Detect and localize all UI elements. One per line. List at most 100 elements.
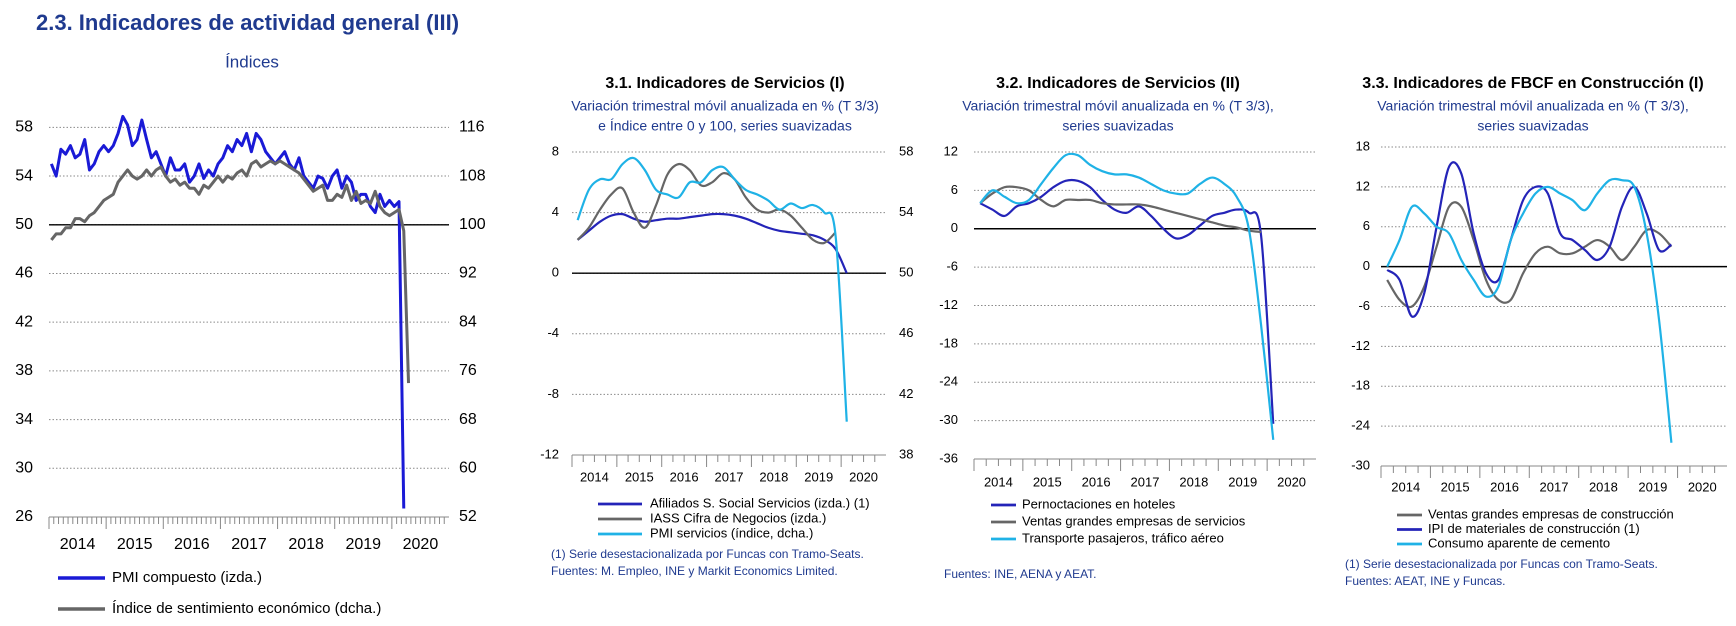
y-tick-label: 0 (951, 220, 958, 235)
y-tick-label: 12 (944, 143, 958, 158)
y2-tick-label: 50 (899, 265, 913, 280)
note: Fuentes: INE, AENA y AEAT. (944, 567, 1097, 581)
y2-tick-label: 84 (459, 313, 477, 330)
page-title: 2.3. Indicadores de actividad general (I… (36, 10, 459, 35)
y2-tick-label: 76 (459, 362, 477, 379)
x-tick-label: 2017 (231, 536, 267, 553)
legend-label: Índice de sentimiento económico (dcha.) (112, 600, 381, 617)
note: (1) Serie desestacionalizada por Funcas … (1345, 557, 1658, 571)
y-tick-label: 12 (1356, 178, 1370, 193)
chart-title: 3.1. Indicadores de Servicios (I) (605, 75, 844, 92)
y-tick-label: -18 (1351, 378, 1370, 393)
y2-tick-label: 100 (459, 216, 486, 233)
y-tick-label: 26 (15, 508, 33, 525)
x-tick-label: 2018 (288, 536, 324, 553)
x-tick-label: 2019 (345, 536, 381, 553)
y-tick-label: 30 (15, 460, 33, 477)
y-tick-label: 34 (15, 411, 33, 428)
y-tick-label: -30 (1351, 457, 1370, 472)
x-tick-label: 2019 (1638, 479, 1667, 494)
y2-tick-label: 54 (899, 204, 913, 219)
x-tick-label: 2014 (60, 536, 96, 553)
x-tick-label: 2017 (715, 469, 744, 484)
chart-subtitle: Variación trimestral móvil anualizada en… (1377, 98, 1689, 114)
series-line (1386, 177, 1673, 443)
legend-label: PMI compuesto (izda.) (112, 569, 262, 586)
x-tick-label: 2015 (1441, 479, 1470, 494)
x-tick-label: 2017 (1540, 479, 1569, 494)
y-tick-label: 0 (1363, 258, 1370, 273)
chart-subtitle: Variación trimestral móvil anualizada en… (962, 98, 1274, 114)
x-tick-label: 2015 (117, 536, 153, 553)
y-tick-label: 8 (552, 143, 559, 158)
chart-title: 3.2. Indicadores de Servicios (II) (996, 75, 1240, 92)
y-tick-label: -36 (939, 450, 958, 465)
y-tick-label: 18 (1356, 138, 1370, 153)
chart-subtitle: Índices (225, 52, 279, 71)
y2-tick-label: 42 (899, 386, 913, 401)
y2-tick-label: 60 (459, 460, 477, 477)
series-line (979, 178, 1275, 424)
series-line (49, 114, 406, 509)
x-tick-label: 2020 (1688, 479, 1717, 494)
y2-tick-label: 92 (459, 265, 477, 282)
y2-tick-label: 46 (899, 325, 913, 340)
chart-subtitle: series suavizadas (1477, 118, 1588, 134)
x-tick-label: 2018 (1589, 479, 1618, 494)
y2-tick-label: 108 (459, 167, 486, 184)
y2-tick-label: 38 (899, 446, 913, 461)
y-tick-label: 6 (951, 182, 958, 197)
y2-tick-label: 52 (459, 508, 477, 525)
x-tick-label: 2017 (1131, 474, 1160, 489)
x-tick-label: 2019 (1228, 474, 1257, 489)
chart-subtitle: Variación trimestral móvil anualizada en… (571, 98, 879, 114)
y2-tick-label: 58 (899, 143, 913, 158)
legend-label: Pernoctaciones en hoteles (1022, 496, 1176, 511)
y-tick-label: 38 (15, 362, 33, 379)
y-tick-label: -30 (939, 412, 958, 427)
series-line (979, 152, 1275, 440)
series-line (50, 159, 411, 384)
x-tick-label: 2016 (174, 536, 210, 553)
y-tick-label: 54 (15, 167, 33, 184)
y2-tick-label: 116 (459, 119, 485, 136)
legend-label: PMI servicios (índice, dcha.) (650, 525, 813, 540)
legend-label: Ventas grandes empresas de servicios (1022, 513, 1246, 528)
x-tick-label: 2020 (1277, 474, 1306, 489)
y-tick-label: -24 (1351, 418, 1370, 433)
y-tick-label: 58 (15, 119, 33, 136)
x-tick-label: 2016 (670, 469, 699, 484)
x-tick-label: 2015 (1033, 474, 1062, 489)
y-tick-label: 4 (552, 204, 559, 219)
x-tick-label: 2018 (759, 469, 788, 484)
chart-subtitle: e Índice entre 0 y 100, series suavizada… (598, 118, 852, 134)
x-tick-label: 2014 (580, 469, 609, 484)
y-tick-label: -12 (1351, 338, 1370, 353)
y-tick-label: -6 (946, 259, 958, 274)
chart-subtitle: series suavizadas (1062, 118, 1173, 134)
x-tick-label: 2015 (625, 469, 654, 484)
note: Fuentes: M. Empleo, INE y Markit Economi… (551, 564, 838, 578)
legend-label: IASS Cifra de Negocios (izda.) (650, 510, 826, 525)
y-tick-label: -8 (547, 386, 559, 401)
note: (1) Serie desestacionalizada por Funcas … (551, 547, 864, 561)
y-tick-label: -6 (1358, 298, 1370, 313)
y-tick-label: -18 (939, 335, 958, 350)
x-tick-label: 2014 (1391, 479, 1420, 494)
x-tick-label: 2020 (403, 536, 439, 553)
y-tick-label: 42 (15, 313, 33, 330)
legend-label: Consumo aparente de cemento (1428, 535, 1610, 550)
chart-title: 3.3. Indicadores de FBCF en Construcción… (1362, 75, 1703, 92)
series-line (576, 162, 837, 245)
legend-label: Afiliados S. Social Servicios (izda.) (1… (650, 495, 870, 510)
legend-label: Ventas grandes empresas de construcción (1428, 506, 1674, 521)
series-line (1386, 201, 1673, 309)
x-tick-label: 2020 (849, 469, 878, 484)
y-tick-label: -12 (540, 446, 559, 461)
y-tick-label: -12 (939, 297, 958, 312)
y2-tick-label: 68 (459, 411, 477, 428)
x-tick-label: 2014 (984, 474, 1013, 489)
series-line (576, 156, 848, 422)
legend-label: Transporte pasajeros, tráfico aéreo (1022, 530, 1224, 545)
